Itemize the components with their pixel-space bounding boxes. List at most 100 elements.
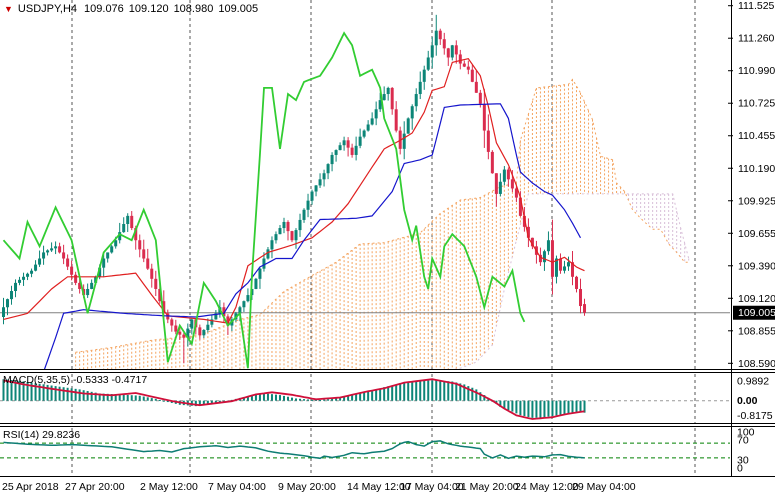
macd-hist-bar xyxy=(66,387,69,401)
macd-hist-bar xyxy=(54,386,57,401)
candle-body xyxy=(46,250,50,253)
candle-body xyxy=(366,124,370,131)
macd-hist-bar xyxy=(311,399,314,401)
candle-body xyxy=(402,133,406,149)
quote-low: 108.980 xyxy=(173,3,214,15)
candle-body xyxy=(86,288,90,296)
candle-body xyxy=(350,147,354,155)
macd-hist-bar xyxy=(286,396,289,401)
candle-body xyxy=(579,288,583,307)
candle-body xyxy=(134,228,138,241)
rsi-panel[interactable] xyxy=(0,428,730,476)
macd-hist-bar xyxy=(575,400,578,413)
macd-hist-bar xyxy=(499,400,502,408)
macd-hist-bar xyxy=(427,380,430,401)
macd-hist-bar xyxy=(347,395,350,401)
macd-hist-bar xyxy=(30,382,33,401)
candle-body xyxy=(390,87,394,110)
price-axis-label: 110.190 xyxy=(738,163,775,175)
macd-hist-bar xyxy=(475,389,478,401)
quote-collapse-icon[interactable]: ▼ xyxy=(4,3,13,14)
candle-body xyxy=(2,307,5,318)
macd-hist-bar xyxy=(102,393,105,401)
macd-hist-bar xyxy=(507,400,510,411)
candle-body xyxy=(242,301,246,308)
macd-hist-bar xyxy=(355,393,358,401)
candle-body xyxy=(482,103,486,131)
macd-hist-bar xyxy=(14,380,17,401)
candle-body xyxy=(22,276,26,280)
macd-hist-bar xyxy=(463,384,466,401)
main-panel[interactable] xyxy=(0,0,730,380)
macd-hist-bar xyxy=(242,396,245,401)
macd-hist-bar xyxy=(303,399,306,401)
macd-hist-bar xyxy=(150,398,153,401)
macd-hist-bar xyxy=(118,394,121,401)
macd-hist-bar xyxy=(46,384,49,401)
candle-body xyxy=(102,258,106,268)
current-price-box xyxy=(733,305,775,320)
candle-body xyxy=(338,145,342,151)
candle-body xyxy=(286,221,290,232)
candle-body xyxy=(210,319,214,325)
candle-body xyxy=(258,268,262,279)
time-axis[interactable]: 25 Apr 2018 27 Apr 20:00 2 May 12:00 7 May … xyxy=(2,481,636,493)
candle-body xyxy=(190,319,194,329)
price-axis-label: 109.925 xyxy=(738,195,775,207)
rsi-line xyxy=(3,440,585,460)
candle-body xyxy=(226,316,230,326)
candle-body xyxy=(266,249,270,259)
price-axis-label: 110.455 xyxy=(738,130,775,142)
candle-body xyxy=(514,188,518,198)
candle-body xyxy=(494,173,498,194)
candle-body xyxy=(66,258,70,267)
candle-body xyxy=(262,258,266,269)
time-axis-label: 9 May 20:00 xyxy=(278,481,336,493)
price-axis-label: 109.120 xyxy=(738,293,775,305)
price-axis[interactable]: 111.525 111.260 110.990 110.725 110.455 110.1… xyxy=(728,0,775,475)
candle-body xyxy=(202,329,206,336)
candle-body xyxy=(50,248,54,251)
macd-hist-bar xyxy=(38,383,41,401)
macd-hist-bar xyxy=(543,400,546,418)
time-axis-label: 21 May 20:00 xyxy=(455,481,519,493)
candle-body xyxy=(314,185,318,192)
candle-body xyxy=(558,258,562,271)
candle-body xyxy=(270,240,274,250)
time-axis-label: 29 May 04:00 xyxy=(572,481,636,493)
candle-body xyxy=(518,197,522,216)
macd-hist-bar xyxy=(194,400,197,407)
candle-body xyxy=(122,223,126,233)
candle-body xyxy=(410,106,414,119)
candle-body xyxy=(74,274,78,283)
time-axis-label: 17 May 04:00 xyxy=(400,481,464,493)
candle-body xyxy=(502,169,506,182)
macd-panel[interactable] xyxy=(0,374,730,423)
macd-hist-bar xyxy=(110,394,113,401)
macd-hist-bar xyxy=(471,387,474,401)
candle-body xyxy=(374,109,378,119)
candle-body xyxy=(434,30,438,46)
macd-hist-bar xyxy=(26,381,29,401)
macd-hist-bar xyxy=(379,388,382,401)
candle-body xyxy=(450,45,454,58)
candle-body xyxy=(290,231,294,241)
candle-body xyxy=(126,215,130,224)
quote-line: ▼ USDJPY,H4 109.076 109.120 108.980 109.… xyxy=(4,3,258,15)
candle-body xyxy=(354,145,358,155)
macd-hist-bar xyxy=(343,396,346,401)
time-axis-label: 14 May 12:00 xyxy=(347,481,411,493)
candle-body xyxy=(358,136,362,146)
candle-body xyxy=(330,154,334,165)
macd-hist-bar xyxy=(367,391,370,401)
candle-body xyxy=(282,221,286,229)
candle-body xyxy=(130,215,134,229)
candle-body xyxy=(346,140,350,148)
quote-symbol: USDJPY,H4 xyxy=(17,3,78,15)
macd-hist-bar xyxy=(423,380,426,401)
macd-hist-bar xyxy=(158,400,161,402)
macd-hist-bar xyxy=(146,397,149,401)
macd-hist-bar xyxy=(90,391,93,401)
candle-body xyxy=(414,94,418,107)
